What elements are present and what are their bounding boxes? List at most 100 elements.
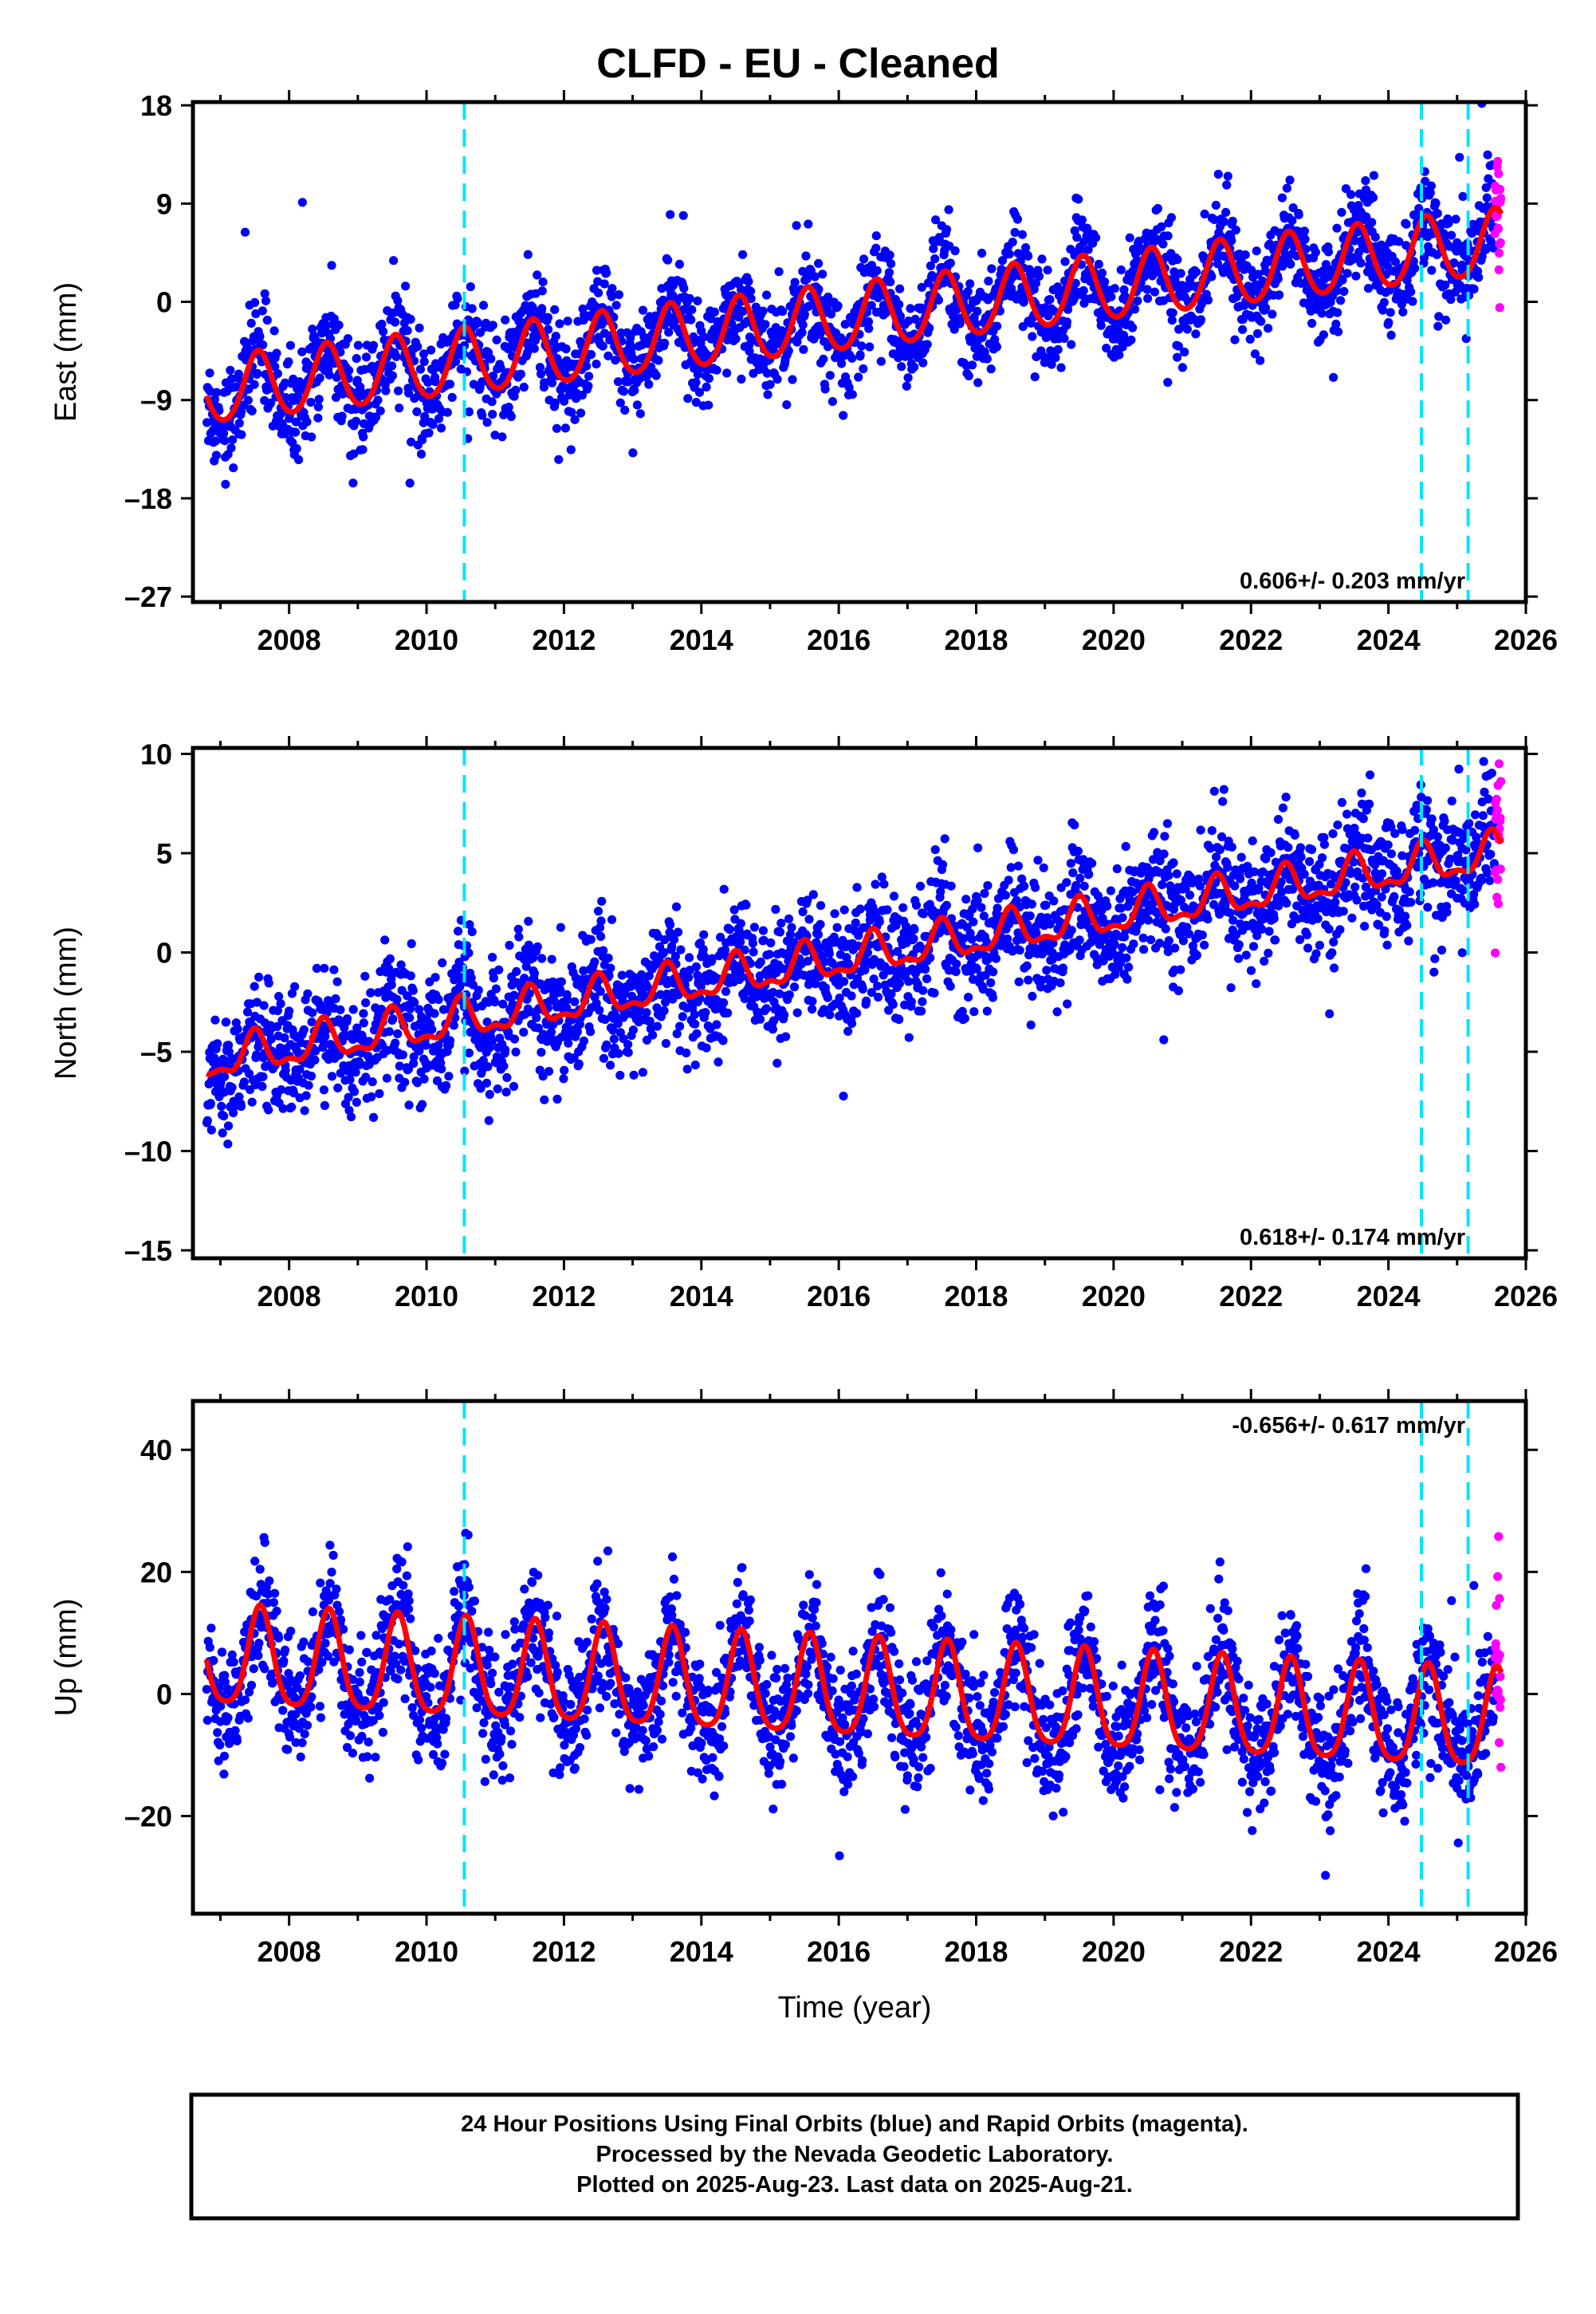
north-final-point — [768, 1025, 778, 1034]
north-final-point — [223, 1121, 234, 1131]
east-final-point — [1222, 180, 1232, 190]
north-final-point — [642, 1008, 651, 1017]
north-final-point — [765, 950, 774, 959]
north-final-point — [1139, 945, 1149, 954]
east-final-point — [258, 340, 268, 350]
east-final-point — [1142, 285, 1152, 294]
north-final-point — [360, 971, 370, 981]
north-final-point — [1008, 845, 1018, 855]
north-final-point — [464, 1049, 474, 1058]
north-final-point — [862, 996, 871, 1005]
north-final-point — [1315, 940, 1324, 950]
north-final-point — [749, 947, 758, 957]
east-final-point — [570, 415, 580, 424]
east-final-point — [584, 381, 593, 391]
east-x-tick-label: 2010 — [395, 624, 458, 656]
east-final-point — [227, 374, 237, 384]
north-final-point — [917, 1006, 926, 1016]
north-final-point — [682, 1048, 691, 1058]
east-final-point — [1221, 207, 1231, 217]
east-final-point — [394, 386, 403, 396]
north-final-point — [264, 1105, 273, 1115]
north-final-point — [1160, 832, 1169, 841]
east-final-point — [666, 210, 675, 219]
east-final-point — [506, 411, 516, 422]
north-final-point — [1015, 946, 1024, 955]
east-final-point — [1024, 251, 1033, 261]
east-final-point — [537, 304, 547, 313]
north-final-point — [388, 1014, 398, 1024]
east-y-label: East (mm) — [49, 282, 83, 422]
east-y-tick-label: 18 — [140, 89, 172, 122]
east-final-point — [790, 277, 800, 287]
east-x-tick-label: 2016 — [807, 624, 871, 656]
north-final-point — [1075, 935, 1084, 945]
east-final-point — [406, 437, 416, 447]
east-final-point — [679, 283, 689, 293]
north-final-point — [498, 999, 508, 1009]
east-final-point — [867, 301, 876, 310]
north-final-point — [442, 1080, 451, 1091]
east-final-point — [1037, 254, 1047, 264]
north-final-point — [1246, 966, 1256, 975]
east-final-point — [501, 315, 510, 325]
east-final-point — [593, 277, 603, 286]
east-final-point — [686, 315, 696, 325]
east-final-point — [352, 376, 362, 385]
north-final-point — [766, 938, 776, 948]
east-final-point — [1288, 203, 1298, 213]
north-final-point — [1196, 825, 1205, 835]
east-final-point — [1256, 317, 1266, 326]
east-final-point — [1070, 226, 1079, 235]
north-final-point — [449, 1021, 458, 1030]
north-final-point — [918, 909, 929, 919]
north-final-point — [368, 1112, 379, 1122]
north-final-point — [1075, 873, 1085, 883]
east-final-point — [1426, 181, 1436, 191]
east-final-point — [211, 451, 221, 460]
north-final-point — [346, 1112, 356, 1122]
north-final-point — [1169, 858, 1178, 868]
east-final-point — [1209, 214, 1219, 224]
north-final-point — [816, 901, 826, 911]
east-final-point — [1317, 309, 1327, 318]
north-final-point — [748, 939, 758, 948]
north-final-point — [1058, 963, 1067, 973]
east-final-point — [1133, 296, 1142, 305]
north-final-point — [259, 1001, 269, 1010]
east-final-point — [1299, 226, 1309, 236]
north-final-point — [502, 1072, 512, 1082]
north-final-point — [1020, 881, 1029, 891]
east-x-tick-label: 2008 — [257, 624, 321, 656]
east-final-point — [710, 307, 720, 317]
north-final-point — [830, 909, 839, 919]
east-final-point — [577, 390, 588, 400]
north-final-point — [652, 1021, 662, 1031]
east-final-point — [1021, 243, 1031, 253]
north-final-point — [485, 1089, 494, 1100]
north-final-point — [1273, 815, 1283, 824]
north-final-point — [405, 1013, 415, 1022]
east-final-point — [1351, 271, 1361, 281]
east-final-point — [488, 410, 497, 419]
north-final-point — [430, 1009, 439, 1018]
east-final-point — [373, 396, 383, 405]
east-final-point — [1153, 203, 1162, 214]
north-final-point — [945, 982, 955, 991]
east-final-point — [660, 338, 670, 348]
north-final-point — [490, 998, 500, 1007]
east-final-point — [1451, 214, 1460, 224]
east-final-point — [285, 340, 295, 350]
north-final-point — [1234, 954, 1244, 963]
north-final-point — [552, 1094, 562, 1104]
east-final-point — [587, 350, 596, 360]
east-final-point — [533, 270, 542, 280]
north-final-point — [482, 1078, 492, 1088]
east-final-point — [855, 350, 865, 360]
east-final-point — [925, 323, 934, 333]
east-final-point — [1166, 213, 1176, 222]
east-final-point — [818, 270, 827, 279]
east-rapid-point — [1493, 156, 1503, 166]
north-final-point — [930, 845, 940, 855]
north-final-point — [973, 843, 983, 852]
